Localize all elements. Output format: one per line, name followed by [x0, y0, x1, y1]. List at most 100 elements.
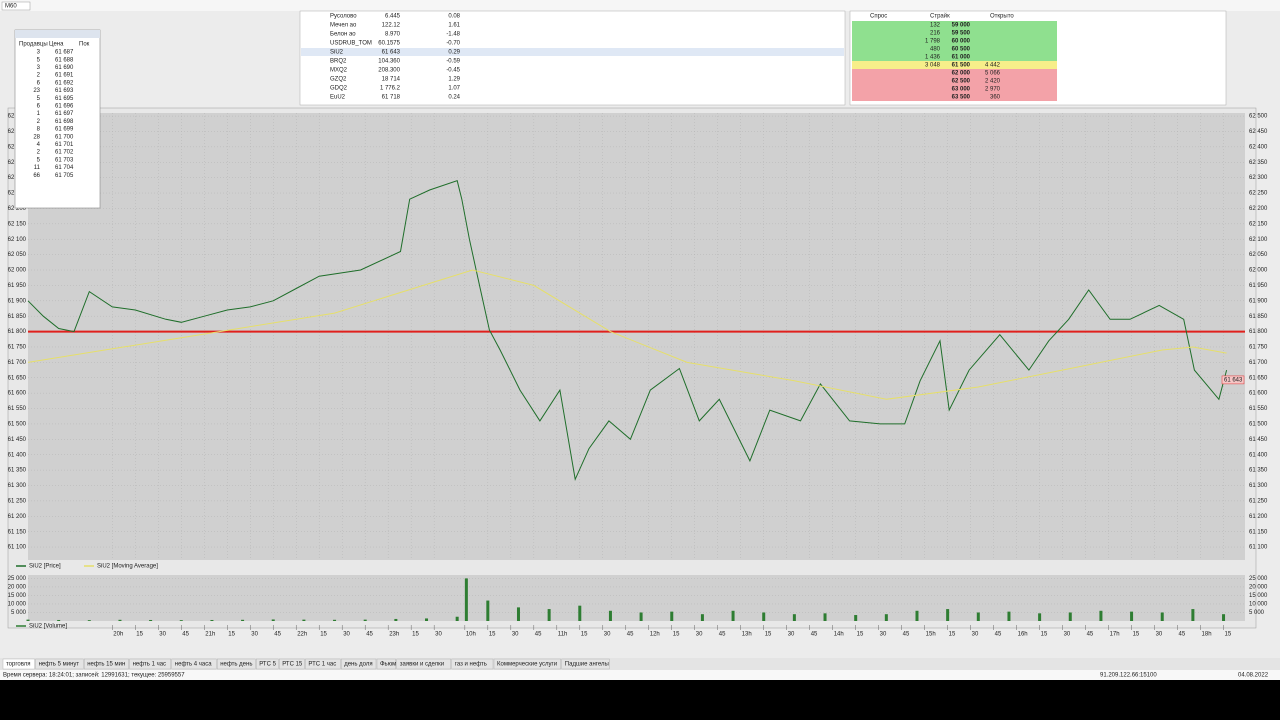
y-tick-label-right: 62 300 [1249, 175, 1268, 181]
quote-name: EuU2 [330, 95, 346, 101]
tab[interactable] [451, 658, 494, 670]
depth-header: Пок [79, 42, 90, 48]
x-tick-label: 45 [811, 632, 818, 638]
tab[interactable] [376, 658, 396, 670]
tab[interactable] [561, 658, 610, 670]
x-tick-label: 16h [1018, 632, 1028, 638]
depth-price: 61 699 [55, 127, 74, 133]
y-tick-label-right: 62 250 [1249, 191, 1268, 197]
volume-legend: SiU2 [Volume] [29, 624, 67, 630]
depth-qty: 4 [37, 142, 41, 148]
book-strike: 62 000 [952, 71, 971, 77]
y-tick-label-right: 61 100 [1249, 545, 1268, 551]
depth-qty: 28 [33, 134, 40, 140]
tab-label: РТС 5 [259, 662, 276, 668]
server-status: Время сервера: 18:24:01; записей: 129916… [3, 672, 185, 679]
quote-last: 104.360 [378, 59, 400, 65]
tab[interactable] [279, 658, 305, 670]
x-tick-label: 15 [949, 632, 956, 638]
book-header: Спрос [870, 14, 887, 20]
quote-change: -0.45 [446, 68, 460, 74]
book-row [852, 77, 1057, 85]
volume-bar [1038, 613, 1042, 621]
y-tick-label-right: 61 700 [1249, 360, 1268, 366]
y-tick-label: 61 400 [8, 452, 27, 458]
book-row [852, 45, 1057, 53]
y-tick-label-right: 62 150 [1249, 221, 1268, 227]
depth-qty: 2 [37, 150, 41, 156]
y-tick-label: 61 900 [8, 298, 27, 304]
x-tick-label: 13h [742, 632, 752, 638]
tab[interactable] [396, 658, 451, 670]
depth-price: 61 703 [55, 157, 74, 163]
volume-bar [333, 619, 337, 621]
tab[interactable] [216, 658, 256, 670]
x-tick-label: 30 [1156, 632, 1163, 638]
y-tick-label-right: 61 300 [1249, 483, 1268, 489]
tab[interactable] [493, 658, 562, 670]
y-tick-label: 62 050 [8, 252, 27, 258]
book-strike: 62 500 [952, 79, 971, 85]
tab[interactable] [83, 658, 129, 670]
x-tick-label: 30 [1064, 632, 1071, 638]
price-plot [28, 113, 1245, 560]
x-tick-label: 20h [113, 632, 123, 638]
book-strike: 60 000 [952, 39, 971, 45]
tab[interactable] [35, 658, 84, 670]
y-tick-label: 61 350 [8, 468, 27, 474]
status-bar [0, 670, 1280, 680]
server-address: 91.209.122.66:15100 [1100, 673, 1157, 679]
tab[interactable] [171, 658, 217, 670]
x-tick-label: 45 [1179, 632, 1186, 638]
depth-price: 61 691 [55, 73, 74, 79]
y-tick-label-right: 61 250 [1249, 498, 1268, 504]
depth-qty: 5 [37, 96, 41, 102]
x-tick-label: 12h [650, 632, 660, 638]
depth-price: 61 687 [55, 50, 74, 56]
volume-bar [1007, 611, 1011, 621]
book-ask: 360 [990, 95, 1001, 101]
book-strike: 61 500 [952, 63, 971, 69]
volume-bar [516, 607, 520, 621]
tab[interactable] [2, 658, 35, 670]
y-tick-label: 61 750 [8, 345, 27, 351]
volume-bar [946, 609, 950, 621]
y-tick-label: 61 300 [8, 483, 27, 489]
tab-label: нефть 4 часа [175, 662, 212, 668]
symbol: M60 [5, 4, 17, 10]
x-tick-label: 45 [366, 632, 373, 638]
tab[interactable] [341, 658, 377, 670]
x-tick-label: 15 [1041, 632, 1048, 638]
depth-qty: 8 [37, 127, 41, 133]
tab-label: нефть 15 мин [87, 662, 125, 668]
book-header: Открыто [990, 14, 1014, 20]
depth-price: 61 700 [55, 134, 74, 140]
depth-price: 61 692 [55, 80, 74, 86]
quote-last: 18 714 [382, 77, 401, 83]
tab[interactable] [256, 658, 279, 670]
volume-bar [1191, 609, 1195, 621]
x-tick-label: 15h [926, 632, 936, 638]
x-tick-label: 14h [834, 632, 844, 638]
y-tick-label: 61 950 [8, 283, 27, 289]
book-strike: 59 500 [952, 31, 971, 37]
tab[interactable] [305, 658, 341, 670]
book-bid: 480 [930, 47, 941, 53]
depth-qty: 2 [37, 73, 41, 79]
depth-price: 61 688 [55, 57, 74, 63]
depth-price: 61 701 [55, 142, 74, 148]
y-tick-label: 61 500 [8, 422, 27, 428]
volume-bar [578, 605, 582, 621]
tab[interactable] [129, 658, 172, 670]
x-tick-label: 10h [466, 632, 476, 638]
y-tick-label-right: 61 600 [1249, 391, 1268, 397]
volume-bar [731, 610, 735, 621]
book-bid: 132 [930, 23, 941, 29]
x-tick-label: 21h [205, 632, 215, 638]
y-tick-label: 61 150 [8, 529, 27, 535]
volume-tick-label-right: 20 000 [1249, 585, 1268, 591]
volume-plot [28, 575, 1245, 621]
book-bid: 216 [930, 31, 941, 37]
volume-bar [210, 619, 214, 621]
x-tick-label: 30 [343, 632, 350, 638]
